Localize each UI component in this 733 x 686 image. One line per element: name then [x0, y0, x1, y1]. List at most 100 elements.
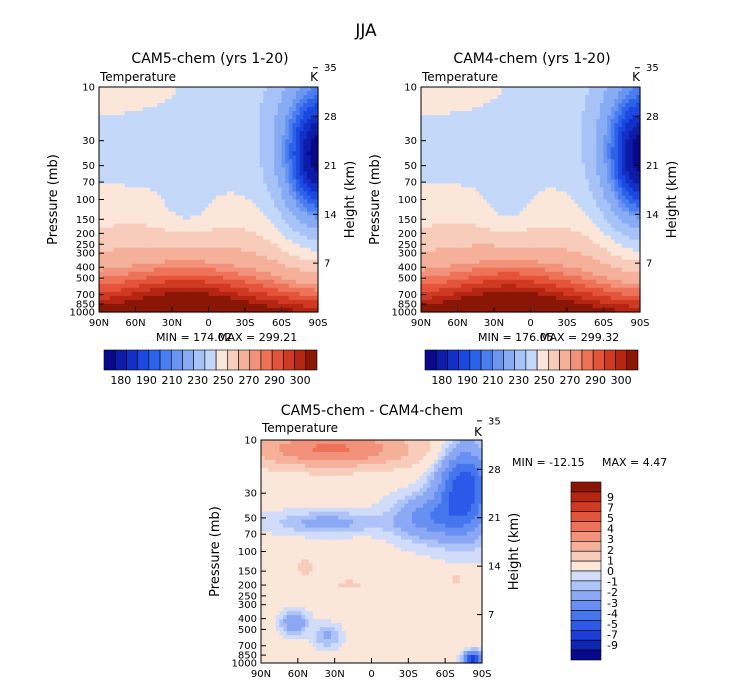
heatmap-cell [421, 159, 426, 164]
heatmap-cell [223, 139, 228, 144]
heatmap-cell [204, 119, 210, 124]
heatmap-cell [237, 199, 242, 205]
heatmap-cell [592, 131, 597, 136]
heatmap-cell [274, 239, 279, 245]
heatmap-cell [175, 235, 180, 241]
heatmap-cell [625, 115, 630, 120]
heatmap-cell [190, 159, 195, 164]
heatmap-cell [439, 179, 444, 185]
heatmap-cell [428, 167, 433, 172]
heatmap-cell [131, 251, 137, 257]
heatmap-cell [519, 91, 524, 96]
heatmap-cell [431, 159, 437, 164]
heatmap-cell [120, 251, 126, 257]
heatmap-cell [435, 103, 440, 108]
heatmap-cell [135, 99, 140, 104]
heatmap-cell [241, 295, 246, 301]
heatmap-cell [263, 95, 268, 100]
heatmap-cell [281, 239, 286, 245]
heatmap-cell [442, 171, 448, 176]
heatmap-cell [201, 95, 206, 100]
heatmap-cell [245, 139, 250, 144]
heatmap-cell [292, 287, 297, 293]
heatmap-cell [599, 139, 605, 144]
heatmap-cell [281, 223, 286, 229]
heatmap-cell [621, 103, 626, 108]
heatmap-cell [255, 163, 261, 168]
heatmap-cell [299, 207, 304, 213]
heatmap-cell [182, 287, 188, 293]
heatmap-cell [234, 271, 239, 277]
heatmap-cell [472, 123, 477, 128]
heatmap-cell [223, 275, 228, 281]
heatmap-cell [530, 175, 535, 181]
heatmap-cell [596, 103, 601, 108]
heatmap-cell [581, 147, 586, 152]
heatmap-cell [428, 179, 433, 185]
heatmap-cell [479, 103, 484, 108]
heatmap-cell [519, 119, 524, 124]
heatmap-cell [479, 115, 484, 120]
heatmap-cell [450, 91, 455, 96]
heatmap-cell [131, 143, 137, 148]
heatmap-cell [483, 123, 488, 128]
heatmap-cell [241, 199, 246, 205]
heatmap-cell [106, 223, 111, 229]
heatmap-cell [193, 243, 199, 249]
heatmap-cell [607, 87, 612, 92]
heatmap-cell [512, 179, 517, 185]
heatmap-cell [263, 167, 268, 172]
heatmap-cell [266, 143, 272, 148]
heatmap-cell [241, 307, 246, 313]
heatmap-cell [585, 183, 590, 189]
heatmap-cell [428, 155, 433, 160]
heatmap-cell [285, 127, 290, 132]
heatmap-cell [548, 187, 553, 193]
heatmap-cell [266, 167, 272, 172]
heatmap-cell [303, 219, 308, 225]
heatmap-cell [153, 299, 158, 305]
heatmap-cell [139, 91, 144, 96]
heatmap-cell [219, 135, 224, 140]
heatmap-cell [168, 263, 173, 269]
heatmap-cell [475, 159, 480, 164]
heatmap-cell [153, 87, 158, 92]
heatmap-cell [248, 239, 253, 245]
heatmap-cell [508, 151, 513, 156]
heatmap-cell [175, 295, 180, 301]
heatmap-cell [197, 91, 202, 96]
heatmap-cell [534, 179, 539, 185]
heatmap-cell [610, 159, 616, 164]
heatmap-cell [581, 159, 586, 164]
heatmap-cell [164, 263, 169, 269]
heatmap-cell [226, 147, 231, 152]
heatmap-cell [208, 231, 213, 237]
heatmap-cell [193, 187, 199, 193]
heatmap-cell [234, 151, 239, 156]
heatmap-cell [128, 183, 133, 189]
heatmap-cell [457, 163, 462, 168]
heatmap-cell [164, 247, 169, 253]
heatmap-cell [226, 223, 231, 229]
heatmap-cell [442, 91, 448, 96]
heatmap-cell [234, 267, 239, 273]
heatmap-cell [625, 143, 630, 148]
heatmap-cell [581, 143, 586, 148]
heatmap-cell [610, 151, 616, 156]
heatmap-cell [245, 191, 250, 197]
heatmap-cell [299, 259, 304, 265]
heatmap-cell [570, 123, 575, 128]
heatmap-cell [193, 163, 199, 168]
heatmap-cell [234, 131, 239, 136]
heatmap-cell [559, 127, 564, 132]
heatmap-cell [128, 223, 133, 229]
heatmap-cell [128, 163, 133, 168]
heatmap-cell [102, 247, 107, 253]
heatmap-cell [128, 263, 133, 269]
heatmap-cell [570, 163, 575, 168]
heatmap-cell [263, 243, 268, 249]
heatmap-cell [146, 119, 151, 124]
heatmap-cell [310, 299, 315, 305]
heatmap-cell [288, 159, 294, 164]
heatmap-cell [299, 103, 304, 108]
